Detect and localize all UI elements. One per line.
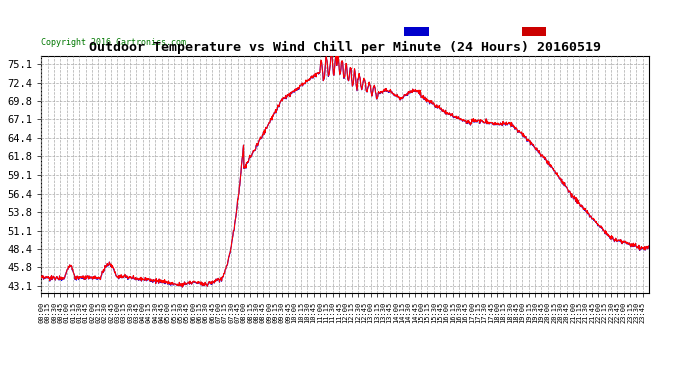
Text: Copyright 2016 Cartronics.com: Copyright 2016 Cartronics.com (41, 38, 186, 47)
Legend: Wind Chill (°F), Temperature (°F): Wind Chill (°F), Temperature (°F) (403, 26, 644, 38)
Title: Outdoor Temperature vs Wind Chill per Minute (24 Hours) 20160519: Outdoor Temperature vs Wind Chill per Mi… (89, 40, 601, 54)
